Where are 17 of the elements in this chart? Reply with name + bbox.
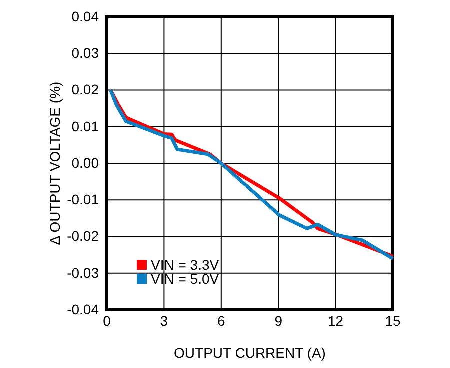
y-tick-label: 0.03	[72, 45, 100, 62]
y-tick-label: -0.04	[67, 301, 100, 318]
x-tick-label: 3	[160, 312, 168, 329]
y-tick-label: -0.03	[67, 264, 100, 281]
y-tick-label: -0.02	[67, 228, 100, 244]
x-tick-label: 0	[103, 312, 112, 329]
x-tick-label: 15	[385, 312, 401, 329]
y-tick-label: -0.01	[67, 192, 100, 208]
y-axis-title: Δ OUTPUT VOLTAGE (%)	[47, 82, 63, 246]
y-tick-label: 0.01	[72, 118, 100, 134]
y-tick-label: 0.04	[72, 8, 100, 24]
x-tick-label: 12	[328, 312, 344, 329]
x-axis-title: OUTPUT CURRENT (A)	[174, 345, 326, 361]
x-tick-label: 6	[218, 312, 226, 329]
y-tick-label: 0.00	[72, 154, 100, 171]
y-tick-label: 0.02	[72, 82, 100, 98]
x-tick-label: 9	[274, 312, 283, 329]
